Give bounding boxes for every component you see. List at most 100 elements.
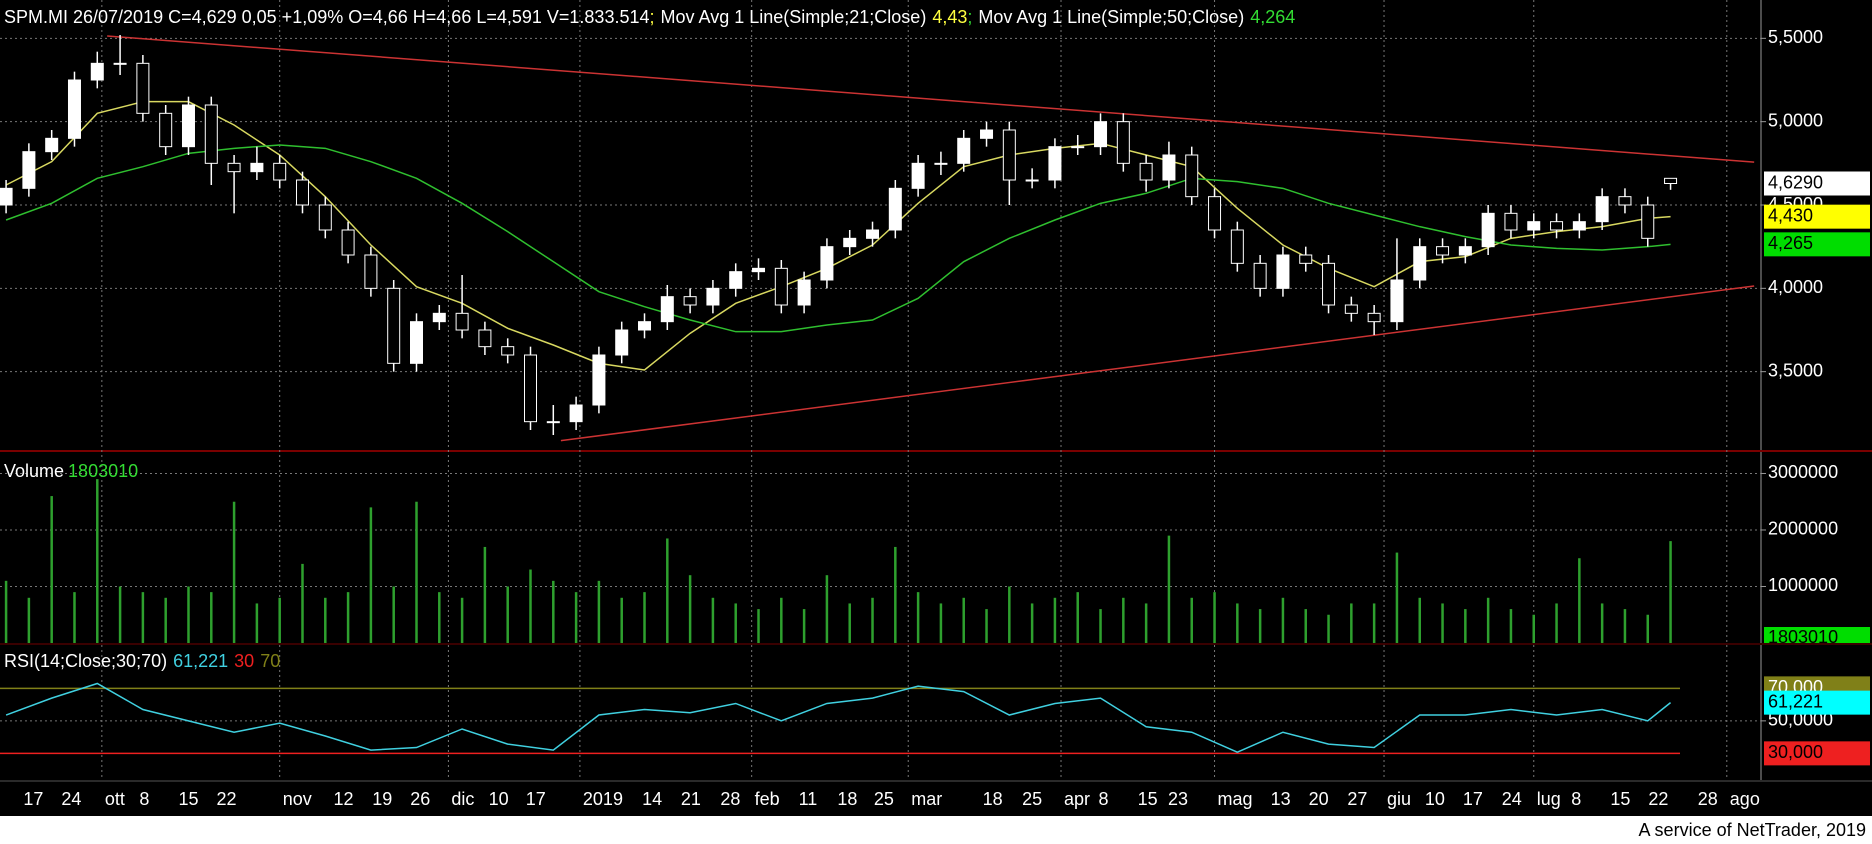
volume-bar <box>1578 558 1581 643</box>
x-tick-label: apr <box>1064 789 1090 809</box>
volume-bar <box>734 603 737 643</box>
x-tick-label: mar <box>911 789 942 809</box>
header-part: 1803010 <box>68 461 138 481</box>
volume-bar <box>369 507 373 643</box>
x-tick-label: 27 <box>1347 789 1367 809</box>
volume-bar <box>27 597 31 643</box>
ma-value-label-box <box>1764 204 1870 229</box>
x-tick-label: 17 <box>23 789 43 809</box>
volume-bar <box>1464 609 1467 643</box>
candle-body <box>1116 121 1130 164</box>
volume-bar <box>278 597 281 643</box>
candle-body <box>934 162 948 165</box>
candle-body <box>683 296 697 306</box>
volume-bar <box>1646 614 1650 643</box>
candle-body <box>866 229 880 239</box>
volume-bar <box>4 580 8 643</box>
x-tick-label: 26 <box>410 789 430 809</box>
volume-bar <box>1304 609 1307 643</box>
header-part: RSI(14;Close;30;70) <box>4 651 167 671</box>
candle-body <box>1162 154 1176 181</box>
candle-body <box>524 354 538 423</box>
candle-body <box>227 162 241 173</box>
y-tick-label: 3000000 <box>1768 462 1838 482</box>
x-tick-label: ago <box>1730 789 1760 809</box>
candle-body <box>1185 154 1199 198</box>
x-tick-label: dic <box>451 789 474 809</box>
volume-bar <box>1327 614 1330 643</box>
volume-bar <box>620 597 623 643</box>
x-tick-label: 18 <box>983 789 1003 809</box>
x-tick-label: 21 <box>681 789 701 809</box>
header-part: 30 <box>234 651 254 671</box>
header-part: 4,43 <box>932 7 967 27</box>
band-label-box <box>1764 741 1870 766</box>
x-tick-label: giu <box>1387 789 1411 809</box>
header-part: 70 <box>260 651 280 671</box>
volume-bar <box>574 592 578 643</box>
volume-bar <box>1167 535 1171 643</box>
candle-body <box>752 267 766 273</box>
volume-bar <box>346 592 350 643</box>
volume-bar <box>506 586 509 643</box>
volume-bar <box>1441 603 1444 643</box>
header-part: ; <box>650 7 655 27</box>
volume-bar <box>711 597 715 643</box>
candle-body <box>1230 229 1244 264</box>
candle-body <box>1322 262 1336 306</box>
x-tick-label: 28 <box>1698 789 1718 809</box>
candle-body <box>341 229 355 256</box>
x-tick-label: 15 <box>1138 789 1158 809</box>
volume-bar <box>666 538 669 643</box>
candle-body <box>159 112 173 148</box>
x-tick-label: 24 <box>61 789 81 809</box>
candle-body <box>1299 254 1313 264</box>
candle-body <box>136 62 150 114</box>
candle-body <box>980 129 994 139</box>
y-tick-label: 2000000 <box>1768 519 1838 539</box>
volume-bar <box>1532 614 1535 643</box>
volume-bar <box>392 586 395 643</box>
y-tick-label: 5,0000 <box>1768 110 1823 130</box>
candle-body <box>546 421 560 424</box>
candle-body <box>957 137 971 164</box>
header-part: ; <box>967 7 972 27</box>
y-tick-label: 3,5000 <box>1768 360 1823 380</box>
trendline <box>560 285 1755 442</box>
x-tick-label: 17 <box>526 789 546 809</box>
candle-body <box>1664 177 1678 184</box>
x-tick-label: 20 <box>1309 789 1329 809</box>
x-tick-label: 10 <box>1425 789 1445 809</box>
volume-bar <box>757 609 760 643</box>
volume-bar <box>529 569 532 643</box>
rsi-line <box>5 682 1672 754</box>
header-part: Volume <box>4 461 64 481</box>
panel-header: Volume 1803010 <box>4 461 138 481</box>
candle-body <box>1048 146 1062 181</box>
volume-bar <box>1600 603 1604 643</box>
candle-body <box>1139 162 1153 181</box>
candle-body <box>774 267 788 306</box>
volume-bar <box>643 592 646 643</box>
x-tick-label: 11 <box>799 789 818 809</box>
volume-bar <box>802 609 806 643</box>
ma-value-label: 4,265 <box>1768 233 1813 253</box>
header-part: SPM.MI 26/07/2019 C=4,629 0,05 +1,09% O=… <box>4 7 650 27</box>
volume-bar <box>1076 592 1079 643</box>
x-tick-label: 15 <box>178 789 198 809</box>
x-tick-label: feb <box>755 789 780 809</box>
volume-bar <box>301 563 304 643</box>
x-tick-label: lug <box>1537 789 1561 809</box>
candle-body <box>318 204 332 231</box>
candle-body <box>1458 246 1472 256</box>
x-tick-label: 14 <box>642 789 662 809</box>
candle-body <box>1390 279 1404 323</box>
candle-body <box>1276 254 1290 289</box>
volume-bar <box>597 580 601 643</box>
header-part: Mov Avg 1 Line(Simple;21;Close) <box>661 7 927 27</box>
x-tick-label: 2019 <box>583 789 623 809</box>
candle-body <box>409 321 423 364</box>
moving-average <box>5 100 1671 371</box>
header-part: Mov Avg 1 Line(Simple;50;Close) <box>978 7 1244 27</box>
